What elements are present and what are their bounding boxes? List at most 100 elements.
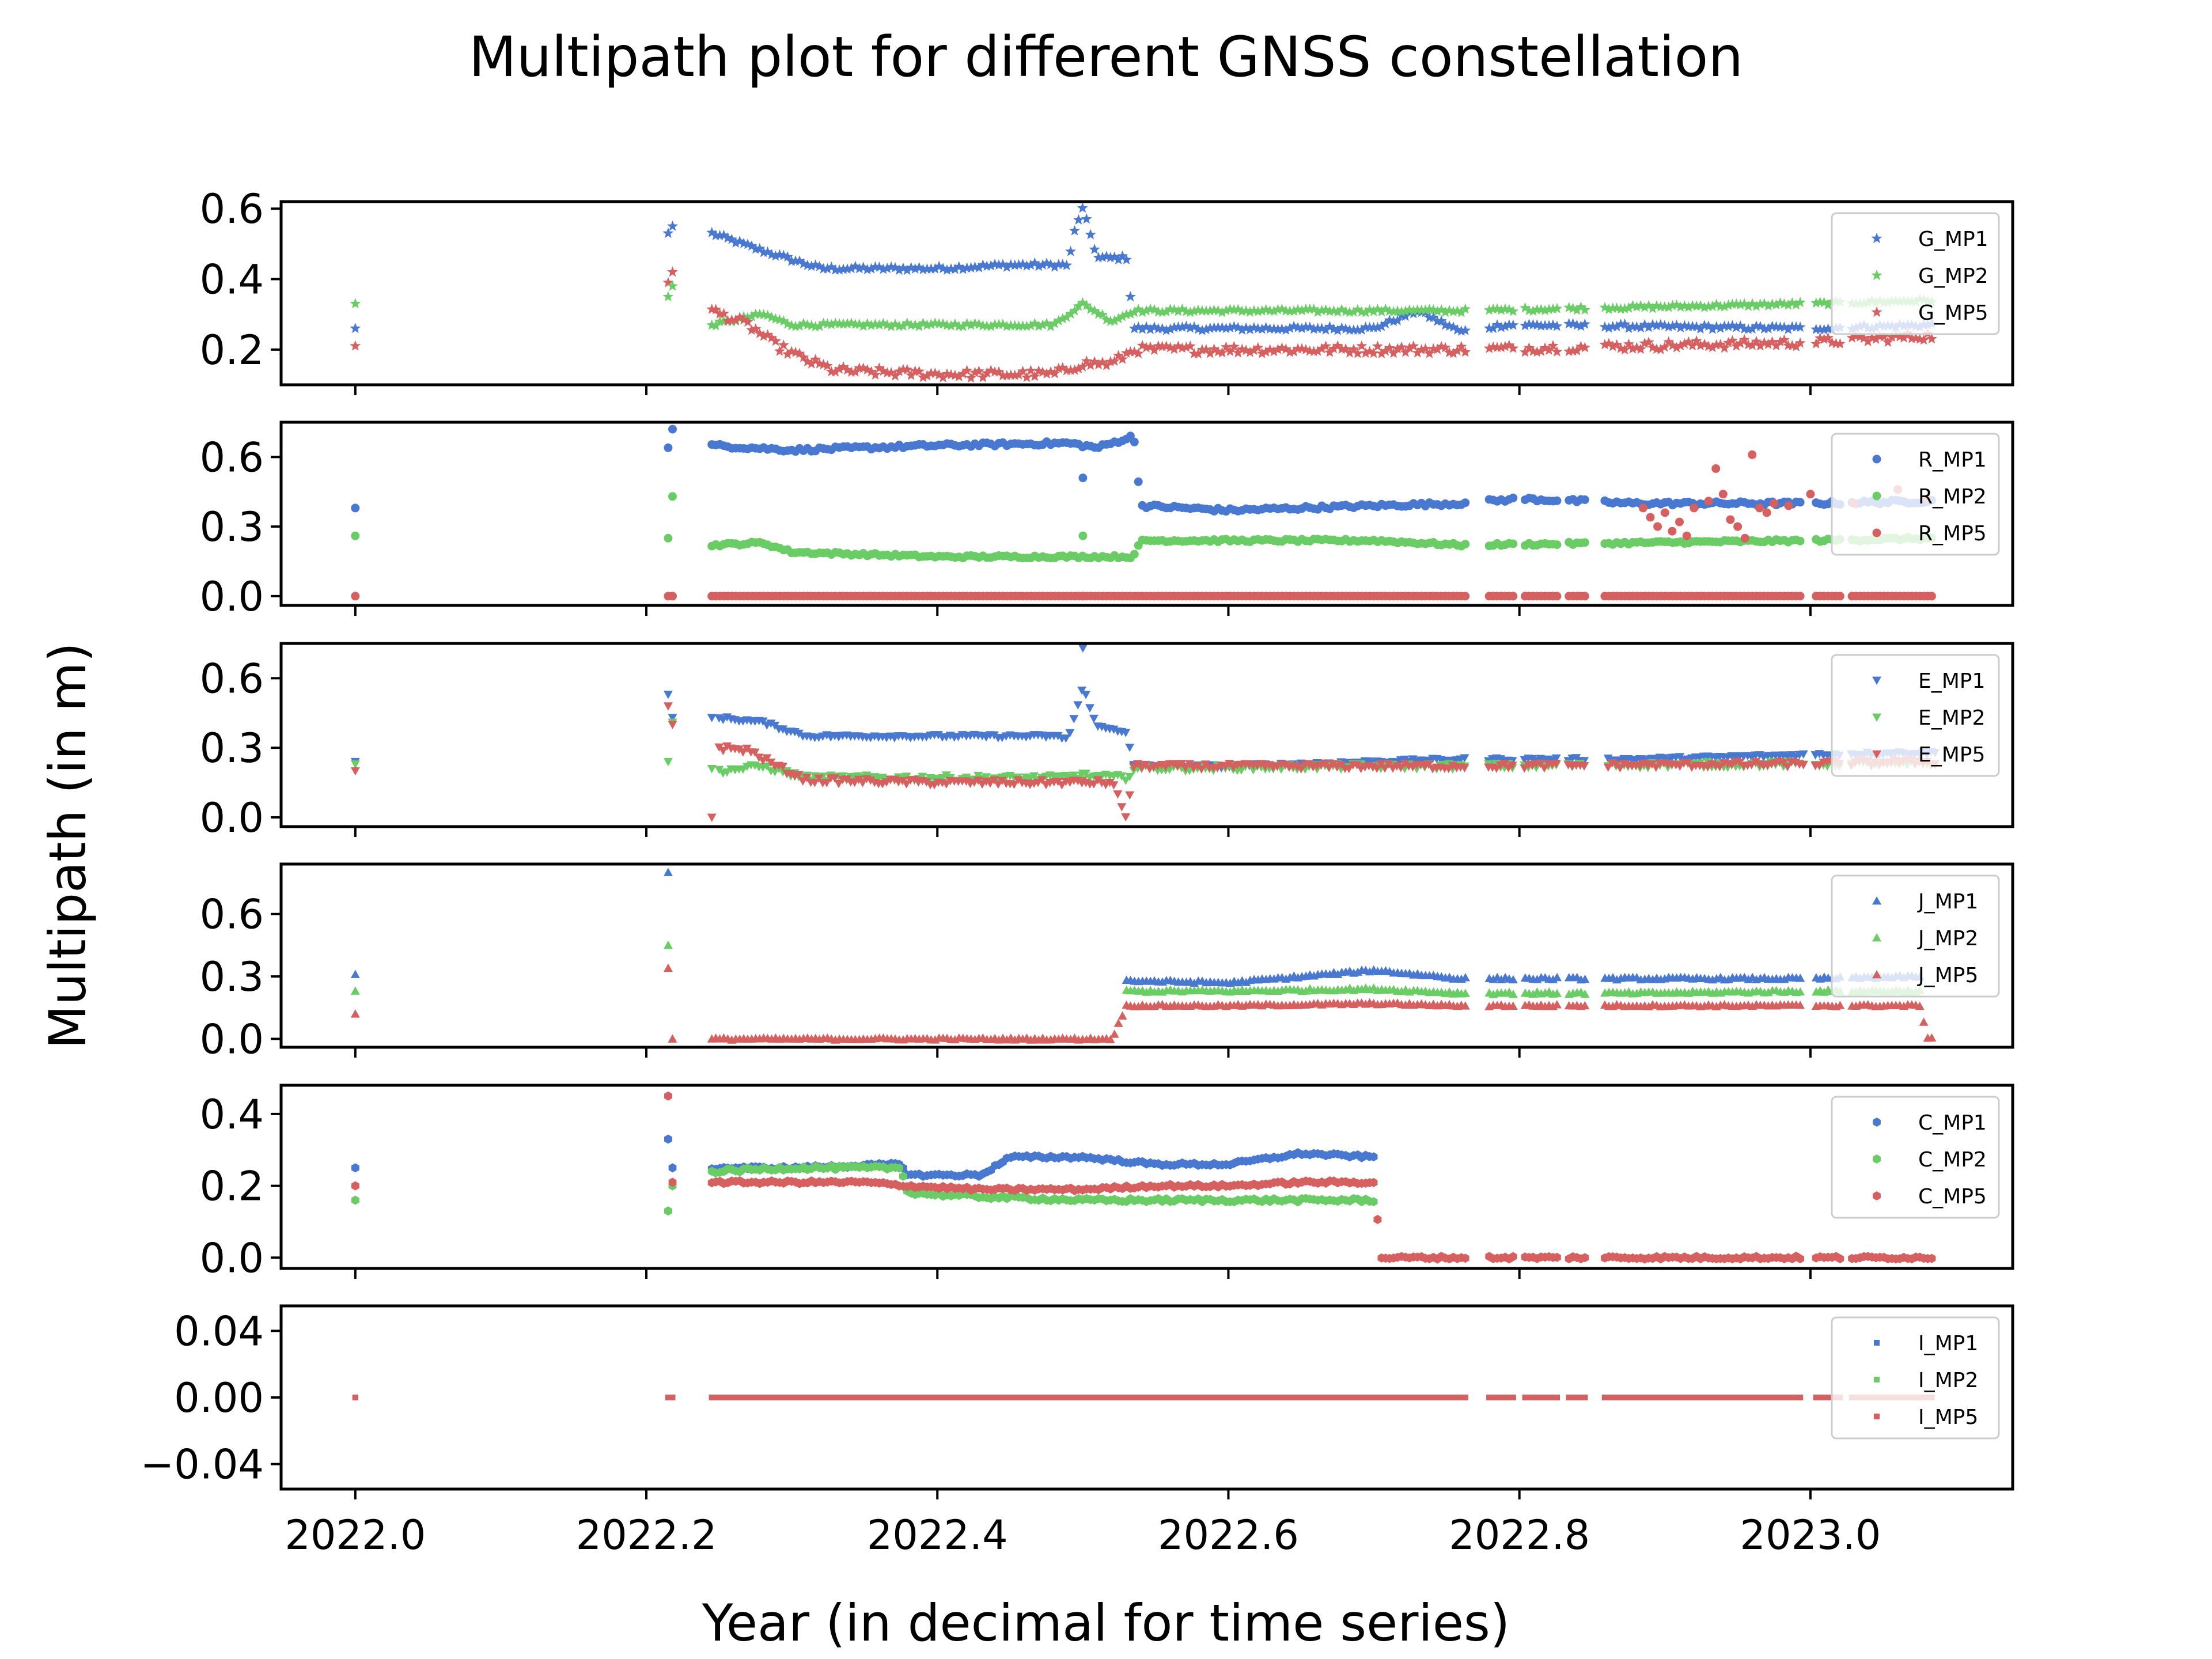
point-I-MP5	[828, 1395, 835, 1400]
point-G-MP5	[1388, 347, 1399, 358]
point-I-MP5	[1414, 1395, 1421, 1400]
point-G-MP2	[925, 319, 937, 329]
point-R-MP5	[1711, 464, 1721, 473]
point-I-MP5	[1028, 1395, 1034, 1400]
point-I-MP5	[900, 1395, 906, 1400]
point-G-MP1	[1213, 321, 1224, 332]
point-I-MP5	[1650, 1395, 1656, 1400]
point-R-MP5	[1748, 450, 1757, 459]
point-I-MP5	[797, 1395, 802, 1400]
point-G-MP2	[1232, 304, 1244, 315]
point-G-MP1	[858, 262, 869, 272]
point-R-MP1	[1134, 477, 1143, 486]
point-I-MP5	[741, 1395, 747, 1400]
point-G-MP5	[1252, 342, 1264, 353]
point-J-MP2	[1528, 989, 1538, 998]
point-G-MP1	[1328, 323, 1339, 334]
y-tick-label-E: 0.0	[200, 794, 264, 842]
point-G-MP5	[1180, 342, 1192, 353]
point-G-MP5	[953, 370, 965, 381]
point-G-MP5	[1348, 343, 1359, 354]
point-I-MP5	[952, 1395, 958, 1400]
point-R-MP5	[1755, 503, 1764, 513]
point-I-MP5	[1247, 1395, 1253, 1400]
point-G-MP5	[774, 345, 785, 356]
point-G-MP1	[786, 255, 797, 266]
x-axis-label: Year (in decimal for time series)	[702, 1593, 1510, 1653]
point-G-MP2	[1045, 320, 1056, 331]
point-G-MP2	[862, 318, 873, 329]
point-I-MP5	[856, 1395, 862, 1400]
point-I-MP5	[1139, 1395, 1146, 1400]
point-G-MP2	[1520, 302, 1531, 313]
panel-R-points	[351, 425, 1936, 601]
legend-label-G-MP1: G_MP1	[1918, 228, 1988, 251]
point-E-MP5	[1396, 763, 1406, 772]
point-G-MP1	[862, 264, 873, 275]
x-tick-label: 2022.8	[1449, 1512, 1590, 1559]
point-G-MP2	[881, 319, 893, 330]
point-G-MP2	[889, 319, 901, 329]
point-I-MP5	[725, 1395, 731, 1400]
point-E-MP1	[1121, 729, 1131, 737]
point-G-MP1	[1161, 324, 1172, 335]
point-E-MP5	[1304, 760, 1314, 769]
point-G-MP1	[1296, 323, 1308, 334]
point-I-MP5	[864, 1395, 870, 1400]
point-G-MP2	[1487, 303, 1499, 314]
point-G-MP5	[1711, 339, 1722, 350]
point-G-MP1	[846, 263, 857, 274]
legend-marker-R-MP1	[1872, 454, 1881, 464]
point-G-MP2	[858, 320, 869, 331]
point-G-MP5	[1416, 344, 1427, 355]
point-G-MP5	[1268, 346, 1279, 357]
point-I-MP5	[992, 1395, 998, 1400]
point-G-MP5	[1619, 344, 1631, 355]
point-R-MP5	[1690, 503, 1699, 513]
point-G-MP2	[910, 319, 921, 330]
point-G-MP1	[985, 260, 997, 271]
point-G-MP1	[1348, 324, 1359, 335]
point-G-MP5	[1292, 343, 1304, 354]
legend-marker-C-MP1	[1873, 1118, 1881, 1127]
point-G-MP5	[722, 315, 733, 326]
point-C-MP5	[1796, 1254, 1804, 1264]
point-G-MP2	[1320, 304, 1331, 315]
point-I-MP5	[1191, 1395, 1198, 1400]
panel-J-points	[350, 868, 1937, 1044]
point-E-MP5	[778, 762, 788, 771]
point-G-MP5	[1324, 346, 1335, 357]
point-G-MP1	[897, 262, 909, 273]
point-I-MP5	[1362, 1395, 1369, 1400]
point-I-MP5	[1729, 1395, 1736, 1400]
point-R-MP5	[1668, 527, 1677, 536]
point-I-MP5	[1705, 1395, 1711, 1400]
point-I-MP5	[713, 1395, 719, 1400]
point-E-MP5	[1292, 763, 1302, 771]
point-I-MP5	[1163, 1395, 1169, 1400]
point-G-MP2	[1105, 315, 1116, 326]
point-I-MP5	[1024, 1395, 1030, 1400]
point-E-MP5	[1141, 760, 1150, 770]
point-G-MP1	[1180, 320, 1192, 331]
point-I-MP5	[1530, 1395, 1536, 1400]
point-J-MP5	[1927, 1033, 1937, 1042]
point-G-MP2	[1663, 301, 1675, 312]
legend-label-J-MP5: J_MP5	[1917, 964, 1978, 987]
point-I-MP5	[1458, 1395, 1464, 1400]
point-C-MP5	[1553, 1252, 1561, 1262]
point-I-MP5	[804, 1395, 810, 1400]
point-G-MP1	[1165, 323, 1176, 334]
point-G-MP5	[1631, 342, 1642, 353]
legend-marker-R-MP5	[1872, 528, 1881, 537]
point-I-MP5	[1785, 1395, 1791, 1400]
point-I-MP5	[1613, 1395, 1620, 1400]
point-I-MP5	[1450, 1395, 1456, 1400]
point-G-MP2	[1571, 304, 1582, 315]
point-G-MP2	[1794, 297, 1806, 308]
point-I-MP5	[1219, 1395, 1225, 1400]
point-I-MP5	[1418, 1395, 1425, 1400]
point-I-MP5	[1075, 1395, 1082, 1400]
point-G-MP1	[1388, 315, 1399, 326]
